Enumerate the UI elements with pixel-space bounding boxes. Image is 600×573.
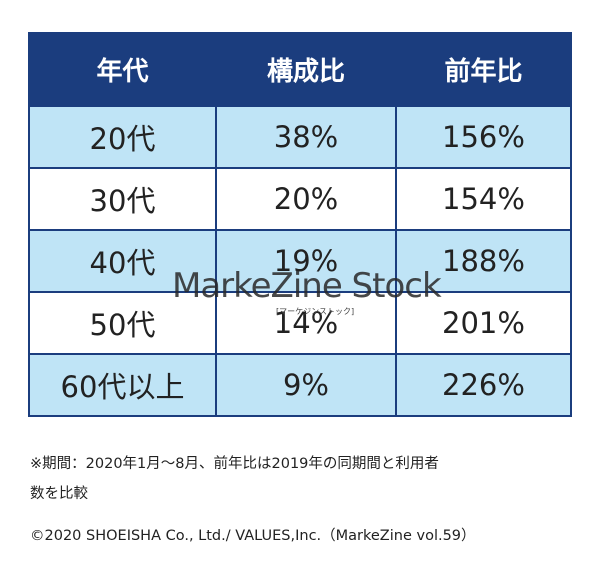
data-table: 年代 構成比 前年比 20代 38% 156% 30代 20% 154% 40代 19% 188% 5…	[28, 32, 572, 417]
header-cell: 前年比	[395, 32, 572, 107]
table-cell: 30代	[28, 167, 217, 231]
footnote-line: 数を比較	[30, 486, 88, 502]
table-row: 40代 19% 188%	[28, 229, 572, 293]
table-cell: 19%	[215, 229, 397, 293]
table-row: 30代 20% 154%	[28, 167, 572, 231]
watermark-reading: [マーケジンストック]	[276, 307, 355, 316]
table-cell: 40代	[28, 229, 217, 293]
header-cell: 構成比	[215, 32, 397, 107]
table-body: 20代 38% 156% 30代 20% 154% 40代 19% 188% 50代 14% 201%…	[28, 105, 572, 417]
table-cell: 226%	[395, 353, 572, 417]
copyright: ©2020 SHOEISHA Co., Ltd./ VALUES,Inc.（Ma…	[30, 528, 476, 544]
table-cell: 154%	[395, 167, 572, 231]
table-cell: 20代	[28, 105, 217, 169]
table-row: 20代 38% 156%	[28, 105, 572, 169]
table-cell: 188%	[395, 229, 572, 293]
footnote-line: ※期間：2020年1月～8月、前年比は2019年の同期間と利用者	[30, 456, 439, 472]
table-cell: 201%	[395, 291, 572, 355]
table-cell: 38%	[215, 105, 397, 169]
table-cell: 156%	[395, 105, 572, 169]
table-cell: 60代以上	[28, 353, 217, 417]
table-cell: 20%	[215, 167, 397, 231]
header-cell: 年代	[28, 32, 217, 107]
table-cell: 50代	[28, 291, 217, 355]
table-row: 60代以上 9% 226%	[28, 353, 572, 417]
watermark-logo: MarkeZine Stock	[172, 266, 442, 306]
header-row: 年代 構成比 前年比	[28, 32, 572, 107]
table-row: 50代 14% 201%	[28, 291, 572, 355]
table-cell: 14%	[215, 291, 397, 355]
table-cell: 9%	[215, 353, 397, 417]
